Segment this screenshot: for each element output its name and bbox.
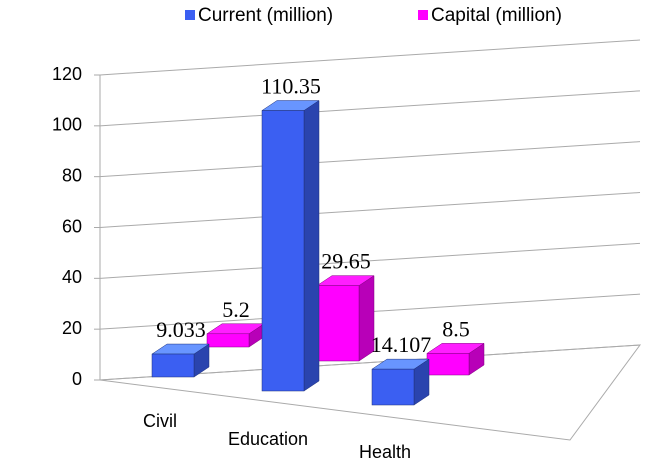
bar [206,333,250,348]
grid-line [99,90,641,127]
data-label: 14.107 [371,332,432,357]
y-tick-label: 20 [62,318,82,338]
bar [151,353,195,378]
grid-line [99,242,641,279]
bar [426,353,470,376]
grid-line [99,141,641,178]
bar [261,110,305,392]
grid-line [99,192,641,228]
data-label: 9.033 [156,317,206,342]
y-tick-label: 40 [62,267,82,287]
grid-line [99,39,641,76]
data-label: 5.2 [222,297,250,322]
data-label: 29.65 [321,249,371,274]
bar-side [303,100,320,392]
legend-label: Current (million) [198,5,333,26]
legend-swatch [185,10,195,20]
x-tick-label: Health [359,442,411,462]
bar [371,368,415,406]
y-tick-label: 120 [52,64,82,84]
legend-label: Capital (million) [431,5,562,26]
legend-swatch [418,10,428,20]
y-tick-label: 100 [52,115,82,135]
data-label: 110.35 [261,74,321,99]
bar [316,285,360,362]
x-tick-label: Education [228,429,308,449]
y-tick-label: 0 [72,369,82,389]
y-tick-label: 60 [62,216,82,236]
x-tick-label: Civil [143,411,177,431]
data-label: 8.5 [442,316,470,341]
y-tick-label: 80 [62,165,82,185]
